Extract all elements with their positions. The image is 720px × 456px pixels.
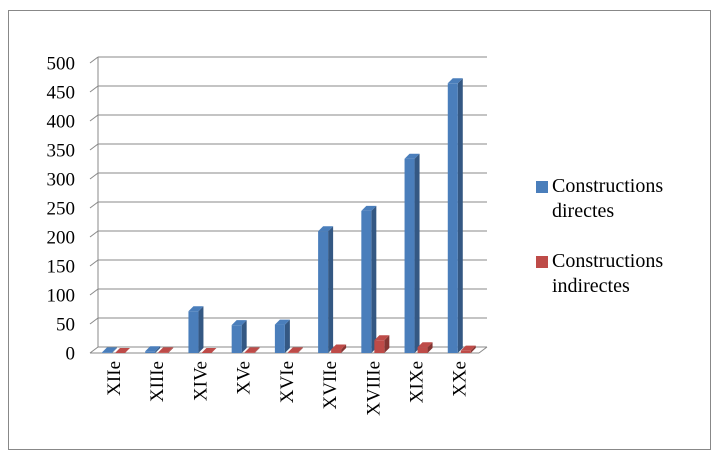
bar-side [198,306,204,353]
y-tick-label: 300 [47,169,76,190]
x-tick-label: XIIe [104,361,125,396]
grid-line [89,56,99,64]
y-tick-label: 50 [56,314,75,335]
bar-top [145,346,161,352]
bar-side [427,342,433,353]
bar [417,347,428,353]
legend-label: Constructions directes [552,175,664,222]
bar [244,352,255,353]
grid-line [89,346,99,354]
bar-side [297,347,303,353]
bar [361,210,372,353]
bar [460,350,471,353]
grid-line [89,114,99,122]
bar-side [112,347,117,353]
bar-side [457,78,463,354]
y-tick-label: 100 [47,285,76,306]
bar-top [447,78,463,84]
bar-top [188,306,204,312]
bar-side [414,153,420,353]
bar-top [244,347,260,353]
bar-side [284,319,290,353]
y-tick-label: 350 [47,140,76,161]
grid-line [89,259,99,267]
bar-top [158,347,174,353]
bar-top [102,347,117,353]
bar [158,352,169,353]
x-tick-label: XIXe [407,361,428,403]
x-tick-label: XXe [450,361,471,397]
bar-side [241,320,247,353]
bar [287,352,298,353]
bar-top [318,226,334,232]
grid-line [89,317,99,325]
grid-line [89,172,99,180]
axis-line [478,346,488,354]
bar-top [287,347,303,353]
bar [447,83,458,354]
bar [274,324,285,353]
y-tick-label: 250 [47,198,76,219]
bar [102,352,112,353]
legend-swatch [536,256,548,268]
legend-label: Constructions indirectes [552,250,664,297]
legend-item: Constructions indirectes [536,249,686,299]
x-tick-label: XVIIIe [363,361,384,416]
bar-top [374,335,390,341]
x-tick-label: XVe [234,361,255,395]
bar-top [231,320,247,326]
bar-top [361,205,377,211]
bar [188,311,199,353]
bar [331,349,342,353]
y-tick-label: 0 [66,343,76,364]
bar [404,158,415,353]
bar-side [384,335,390,353]
bar-side [470,345,476,353]
grid-line [89,230,99,238]
y-tick-label: 500 [47,53,76,74]
grid-line [89,85,99,93]
bar-top [404,153,420,159]
chart-border [8,10,711,450]
legend-swatch [536,181,548,193]
x-tick-label: XIVe [190,361,211,401]
bar-top [417,342,433,348]
x-tick-label: XIIIe [147,361,168,402]
bar [318,231,329,353]
y-tick-label: 200 [47,227,76,248]
x-tick-label: XVIIe [320,361,341,410]
bar-side [254,347,260,353]
bar-side [155,346,161,353]
bar-top [115,348,130,353]
x-tick-label: XVIe [277,361,298,403]
bar-side [328,226,334,353]
bar [231,325,242,353]
bar-side [168,347,174,353]
grid-line [89,288,99,296]
y-tick-label: 400 [47,111,76,132]
bar-top [460,345,476,351]
bar-top [274,319,290,325]
grid-line [89,143,99,151]
bar [145,351,156,353]
bar-side [341,344,347,353]
legend-item: Constructions directes [536,174,686,224]
bar-top [331,344,347,350]
y-tick-label: 450 [47,82,76,103]
grid-line [89,201,99,209]
bar-top [201,348,217,353]
bar [374,340,385,353]
y-tick-label: 150 [47,256,76,277]
bar-side [371,205,377,353]
